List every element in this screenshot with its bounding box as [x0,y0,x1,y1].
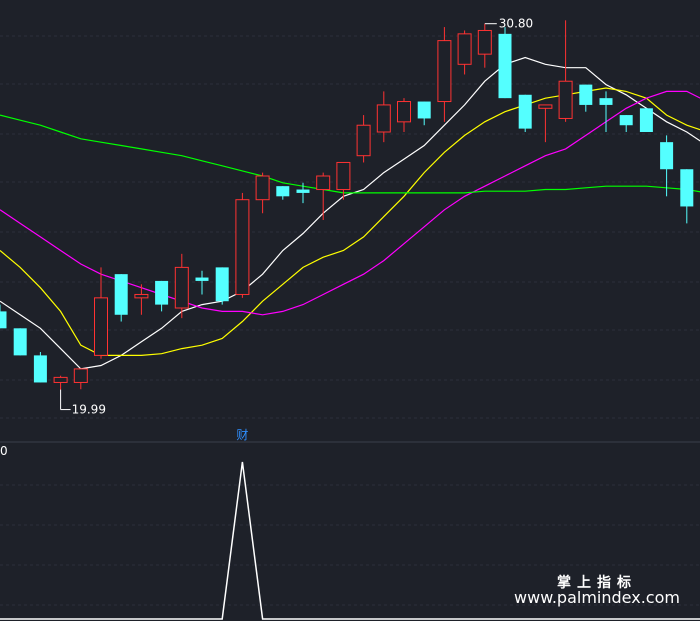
candle [235,192,250,298]
candle-body [397,101,411,123]
ma-line-4 [0,114,700,194]
event-marker: 财 [236,428,248,442]
candle-body [417,101,431,119]
candle-body [579,84,593,105]
candlesticks [0,20,694,390]
candle [336,161,351,200]
candle [73,368,88,390]
watermark: 掌上指标 www.palmindex.com [514,574,680,607]
candle [660,135,674,197]
candle-body [336,161,351,191]
candle [53,375,68,390]
candle-body [195,277,209,281]
indicator-line [0,461,700,620]
candle [518,94,532,132]
candle-body [477,29,492,55]
candle-body [356,124,371,157]
candle [538,104,553,143]
candle [437,27,452,122]
candle-body [518,94,532,129]
candle [457,30,472,75]
candle [94,267,108,359]
candle-body [0,311,7,329]
candle [155,280,169,312]
candle [599,91,613,132]
candle-body [316,175,331,191]
candle [134,284,149,315]
candle-body [215,267,229,302]
candle-body [680,169,694,207]
candle [276,186,290,200]
indicator-series [0,461,700,620]
candle [296,182,310,204]
candle [13,328,27,356]
candle [215,267,229,305]
candle-body [276,186,290,197]
candle [114,274,128,322]
candle-body [660,142,674,170]
candle [255,172,270,214]
candle-body [255,175,270,201]
candle-body [558,80,573,119]
candle-body [296,189,310,193]
candle [498,27,512,99]
candle-body [13,328,27,356]
candle [33,352,47,383]
candle-body [457,33,472,65]
annotation-low: 19.99 [72,403,106,417]
candle [639,108,653,132]
candle-body [639,108,653,132]
candle [558,20,573,122]
candle [619,115,633,132]
indicator-axis-label: 0 [0,444,8,458]
candle-body [599,98,613,105]
candle [397,98,411,132]
candle-body [33,355,47,383]
annotation-high: 30.80 [499,17,533,31]
candle [316,172,331,220]
candle [376,91,391,143]
candle-body [376,104,391,133]
candle [195,270,209,295]
candle-body [134,293,149,299]
candle [579,84,593,112]
price-annotations: 19.99 30.80 [60,17,533,417]
grid-lines [0,35,700,606]
watermark-url: www.palmindex.com [514,588,680,607]
candle-body [498,33,512,99]
candle-body [619,115,633,126]
candle-body [73,368,88,383]
candle-body [538,104,553,109]
candle [417,101,431,126]
candle [174,253,189,319]
candle-body [174,266,189,309]
candle-body [437,40,452,103]
watermark-cn: 掌上指标 [557,574,637,591]
candle [477,23,492,68]
candle [680,169,694,224]
candle [356,115,371,163]
candle-body [53,376,68,383]
candle [0,304,7,329]
candle-body [155,280,169,305]
candle-body [94,297,108,356]
candle-body [114,274,128,315]
candle-body [235,199,250,295]
